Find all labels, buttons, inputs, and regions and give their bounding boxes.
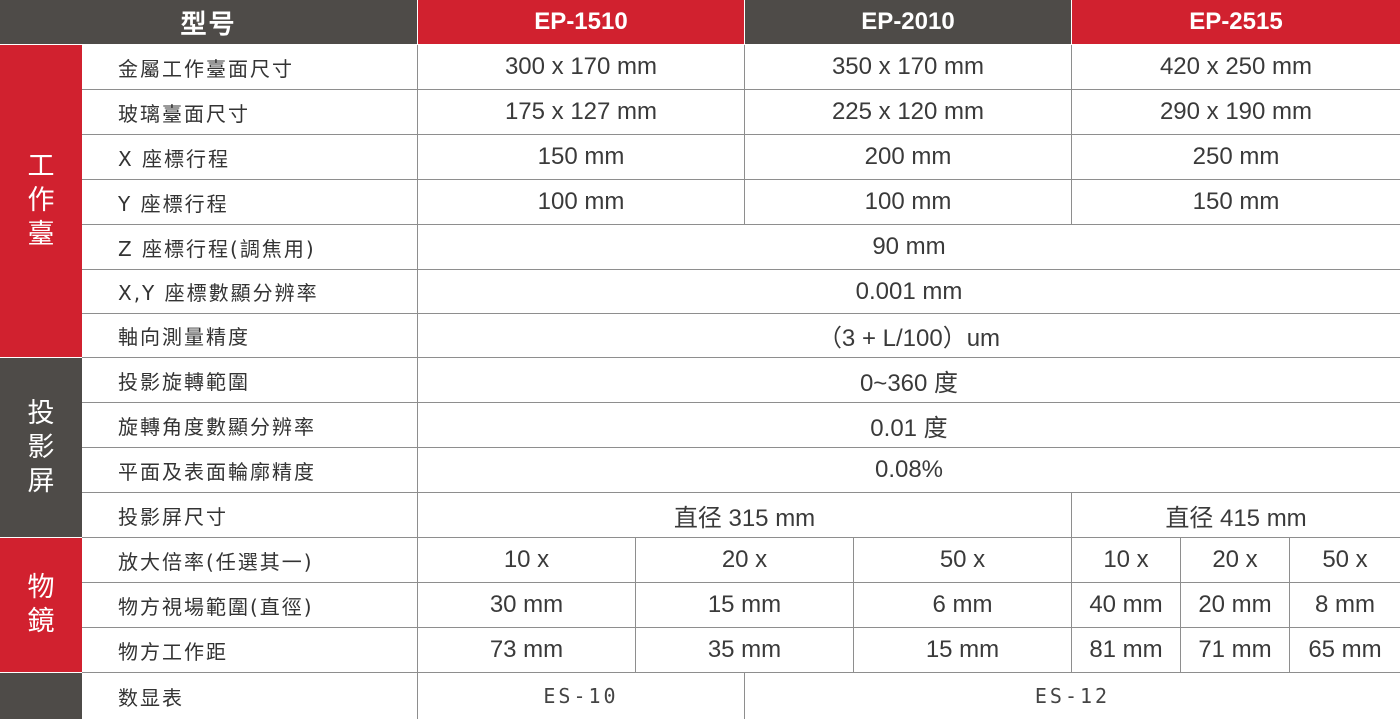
row-label-angle-resolution: 旋轉角度數顯分辨率 (82, 403, 418, 448)
value-magnification-5: 20 x (1181, 538, 1290, 583)
value-rotation-range: 0~360 度 (418, 358, 1400, 403)
header-model-ep2515: EP-2515 (1072, 0, 1400, 45)
group-objective: 物鏡 (0, 538, 82, 673)
value-field-of-view-1: 30 mm (418, 583, 636, 628)
value-metal-table-size-ep2010: 350 x 170 mm (745, 45, 1072, 90)
value-xy-resolution: 0.001 mm (418, 270, 1400, 314)
value-magnification-3: 50 x (854, 538, 1072, 583)
value-field-of-view-6: 8 mm (1290, 583, 1400, 628)
value-working-distance-1: 73 mm (418, 628, 636, 673)
value-display-ep1510: ES-10 (418, 673, 745, 719)
value-y-travel-ep1510: 100 mm (418, 180, 745, 225)
value-working-distance-3: 15 mm (854, 628, 1072, 673)
value-field-of-view-3: 6 mm (854, 583, 1072, 628)
value-working-distance-4: 81 mm (1072, 628, 1181, 673)
row-label-field-of-view: 物方視場範圍(直徑) (82, 583, 418, 628)
row-label-axial-accuracy: 軸向測量精度 (82, 314, 418, 358)
group-worktable: 工作臺 (0, 45, 82, 358)
row-label-contour-accuracy: 平面及表面輪廓精度 (82, 448, 418, 493)
value-screen-size-ep1510-ep2010: 直径 315 mm (418, 493, 1072, 538)
value-field-of-view-5: 20 mm (1181, 583, 1290, 628)
row-label-x-travel: X 座標行程 (82, 135, 418, 180)
value-y-travel-ep2010: 100 mm (745, 180, 1072, 225)
value-z-travel: 90 mm (418, 225, 1400, 270)
value-working-distance-6: 65 mm (1290, 628, 1400, 673)
value-working-distance-2: 35 mm (636, 628, 854, 673)
row-label-glass-table-size: 玻璃臺面尺寸 (82, 90, 418, 135)
group-worktable-text: 工作臺 (27, 151, 55, 250)
group-projection-text: 投影屏 (27, 397, 55, 497)
group-display (0, 673, 82, 719)
row-label-z-travel: Z 座標行程(調焦用) (82, 225, 418, 270)
group-projection: 投影屏 (0, 358, 82, 538)
value-metal-table-size-ep2515: 420 x 250 mm (1072, 45, 1400, 90)
value-magnification-4: 10 x (1072, 538, 1181, 583)
value-screen-size-ep2515: 直径 415 mm (1072, 493, 1400, 538)
value-field-of-view-4: 40 mm (1072, 583, 1181, 628)
row-label-xy-resolution: X,Y 座標數顯分辨率 (82, 270, 418, 314)
value-magnification-6: 50 x (1290, 538, 1400, 583)
row-label-screen-size: 投影屏尺寸 (82, 493, 418, 538)
header-model-ep2010: EP-2010 (745, 0, 1072, 45)
row-label-working-distance: 物方工作距 (82, 628, 418, 673)
value-magnification-1: 10 x (418, 538, 636, 583)
value-glass-table-size-ep2515: 290 x 190 mm (1072, 90, 1400, 135)
value-x-travel-ep2010: 200 mm (745, 135, 1072, 180)
value-glass-table-size-ep2010: 225 x 120 mm (745, 90, 1072, 135)
value-magnification-2: 20 x (636, 538, 854, 583)
value-metal-table-size-ep1510: 300 x 170 mm (418, 45, 745, 90)
value-axial-accuracy: （3 + L/100）um (418, 314, 1400, 358)
value-contour-accuracy: 0.08% (418, 448, 1400, 493)
group-objective-text: 物鏡 (27, 572, 55, 637)
value-glass-table-size-ep1510: 175 x 127 mm (418, 90, 745, 135)
row-label-y-travel: Y 座標行程 (82, 180, 418, 225)
value-x-travel-ep2515: 250 mm (1072, 135, 1400, 180)
row-label-display: 数显表 (82, 673, 418, 719)
row-label-magnification: 放大倍率(任選其一) (82, 538, 418, 583)
header-model-ep1510: EP-1510 (418, 0, 745, 45)
value-display-ep2010-ep2515: ES-12 (745, 673, 1400, 719)
header-model-label: 型号 (0, 0, 418, 45)
row-label-rotation-range: 投影旋轉範圍 (82, 358, 418, 403)
value-x-travel-ep1510: 150 mm (418, 135, 745, 180)
row-label-metal-table-size: 金屬工作臺面尺寸 (82, 45, 418, 90)
value-field-of-view-2: 15 mm (636, 583, 854, 628)
value-working-distance-5: 71 mm (1181, 628, 1290, 673)
value-angle-resolution: 0.01 度 (418, 403, 1400, 448)
value-y-travel-ep2515: 150 mm (1072, 180, 1400, 225)
